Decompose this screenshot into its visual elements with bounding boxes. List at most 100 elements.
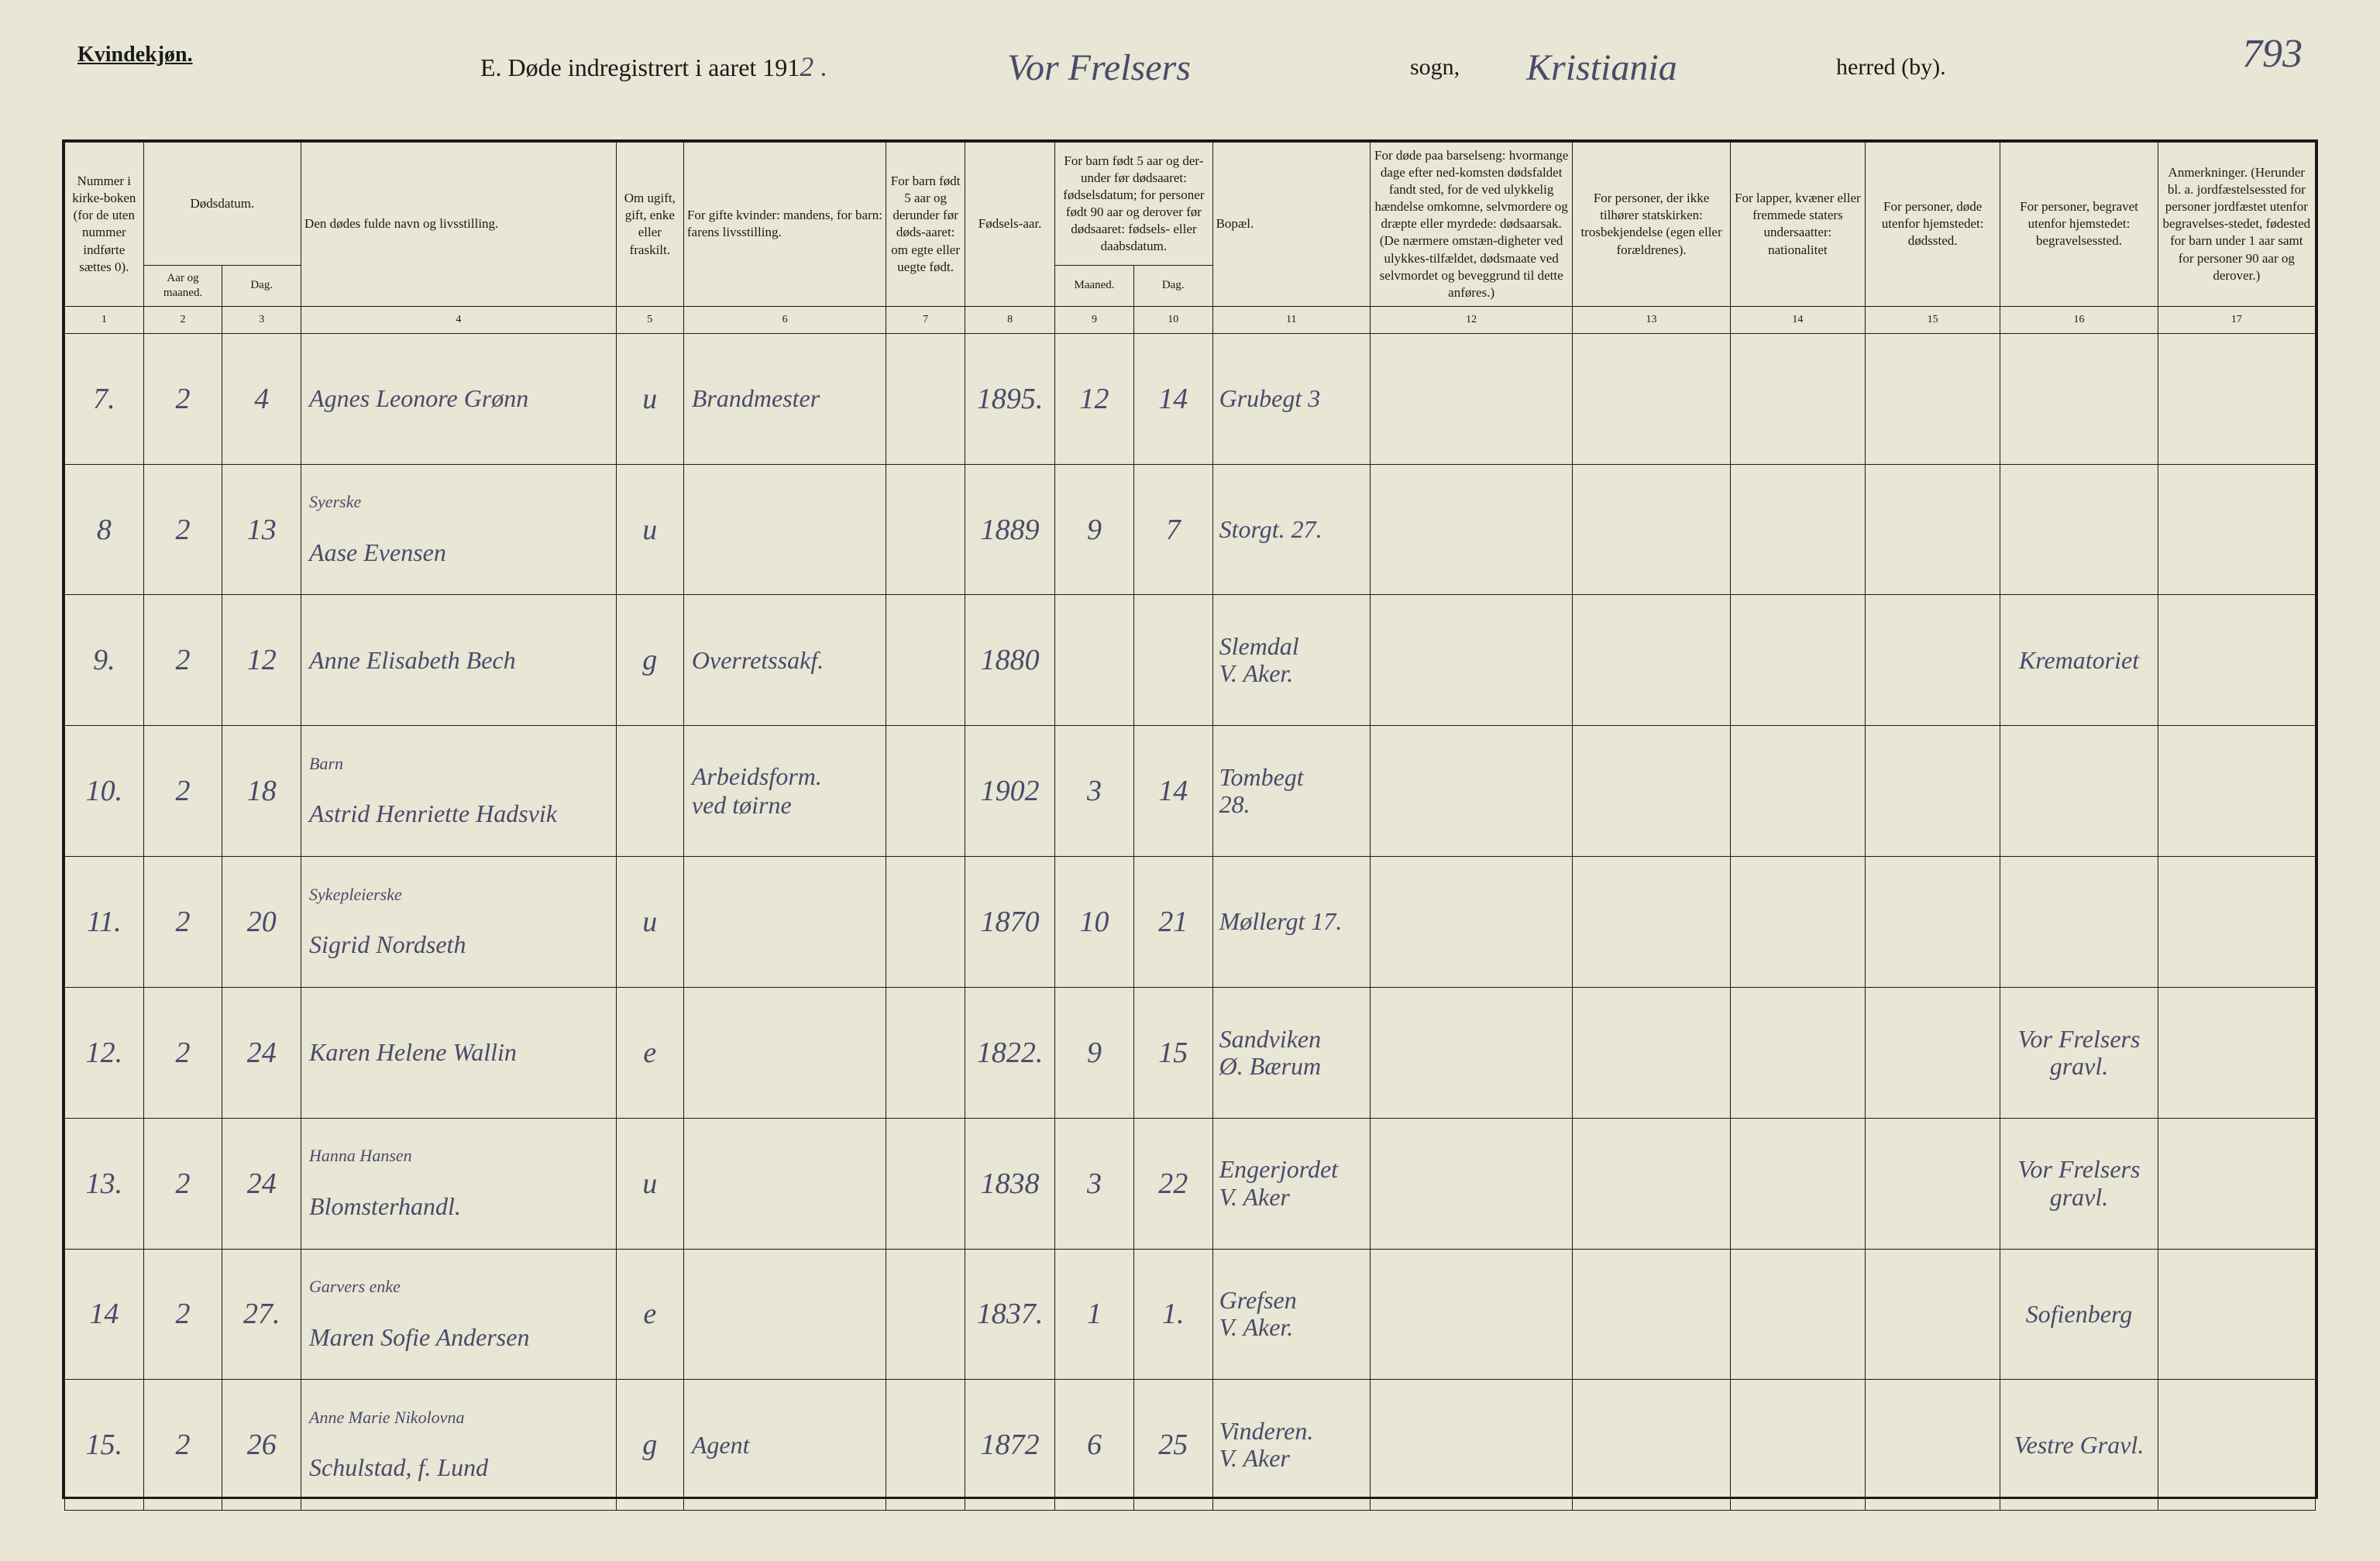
colnum-13: 13 [1573,306,1730,333]
cell-name: Anne Marie NikolovnaSchulstad, f. Lund [301,1380,617,1511]
cell-remarks [2158,726,2315,857]
cell-age-day: 22 [1133,1118,1212,1249]
cell-year: 2 [143,1249,222,1380]
column-number-row: 1 2 3 4 5 6 7 8 9 10 11 12 13 14 15 16 1 [65,306,2316,333]
col-header-nationality: For lapper, kvæner eller fremmede stater… [1730,143,1865,307]
cell-age-day [1133,595,1212,726]
col-header-date: Dødsdatum. [143,143,301,266]
cell-num: 8 [65,464,144,595]
cell-residence: Grubegt 3 [1212,333,1370,464]
cell-church [1573,1249,1730,1380]
cell-deathplace [1866,987,2000,1118]
page-title: E. Døde indregistrert i aaret 1912 . [480,50,827,83]
cell-cause [1370,987,1572,1118]
colnum-1: 1 [65,306,144,333]
cell-burialplace: Vor Frelsersgravl. [2000,1118,2158,1249]
cell-remarks [2158,333,2315,464]
cell-birthyear: 1837. [965,1249,1054,1380]
cell-name: SyerskeAase Evensen [301,464,617,595]
colnum-2: 2 [143,306,222,333]
cell-under5 [886,726,965,857]
district-label: herred (by). [1836,54,1946,81]
colnum-8: 8 [965,306,1054,333]
cell-marital: u [616,464,683,595]
cell-day: 4 [222,333,301,464]
cell-nationality [1730,1380,1865,1511]
cell-year: 2 [143,595,222,726]
header-row: Nummer i kirke-boken (for de uten nummer… [65,143,2316,266]
colnum-4: 4 [301,306,617,333]
cell-church [1573,1118,1730,1249]
cell-residence: Tombegt28. [1212,726,1370,857]
cell-num: 11. [65,857,144,988]
cell-burialplace [2000,464,2158,595]
cell-birthyear: 1838 [965,1118,1054,1249]
death-register-table: Nummer i kirke-boken (for de uten nummer… [64,142,2316,1511]
col-header-under5: For barn født 5 aar og derunder før døds… [886,143,965,307]
cell-cause [1370,1380,1572,1511]
district-name: Kristiania [1526,46,1677,89]
table-body: 7.24Agnes Leonore GrønnuBrandmester1895.… [65,333,2316,1510]
title-prefix: E. Døde indregistrert i aaret 191 [480,53,800,81]
cell-age-day: 1. [1133,1249,1212,1380]
cell-year: 2 [143,333,222,464]
cell-marital: e [616,987,683,1118]
cell-num: 13. [65,1118,144,1249]
cell-deathplace [1866,1118,2000,1249]
cell-marital: g [616,595,683,726]
cell-cause [1370,726,1572,857]
cell-marital: u [616,857,683,988]
colnum-15: 15 [1866,306,2000,333]
cell-name: Agnes Leonore Grønn [301,333,617,464]
col-header-deathplace: For personer, døde utenfor hjemstedet: d… [1866,143,2000,307]
cell-deathplace [1866,1249,2000,1380]
cell-under5 [886,464,965,595]
cell-under5 [886,1380,965,1511]
col-header-birthyear: Fødsels-aar. [965,143,1054,307]
cell-spouse [683,1118,886,1249]
cell-cause [1370,333,1572,464]
cell-year: 2 [143,1118,222,1249]
cell-age-day: 15 [1133,987,1212,1118]
cell-burialplace [2000,726,2158,857]
col-header-number: Nummer i kirke-boken (for de uten nummer… [65,143,144,307]
page-number: 793 [2242,31,2303,77]
cell-residence: Møllergt 17. [1212,857,1370,988]
cell-age-month: 12 [1055,333,1134,464]
cell-cause [1370,595,1572,726]
cell-name: BarnAstrid Henriette Hadsvik [301,726,617,857]
cell-age-day: 14 [1133,333,1212,464]
cell-under5 [886,333,965,464]
colnum-7: 7 [886,306,965,333]
cell-deathplace [1866,1380,2000,1511]
cell-nationality [1730,333,1865,464]
cell-burialplace [2000,857,2158,988]
cell-age-month: 9 [1055,987,1134,1118]
col-header-burialplace: For personer, begravet utenfor hjemstede… [2000,143,2158,307]
colnum-12: 12 [1370,306,1572,333]
cell-day: 12 [222,595,301,726]
cell-age-month: 3 [1055,726,1134,857]
cell-church [1573,595,1730,726]
cell-deathplace [1866,595,2000,726]
cell-deathplace [1866,333,2000,464]
cell-marital: e [616,1249,683,1380]
colnum-3: 3 [222,306,301,333]
cell-num: 7. [65,333,144,464]
table-row: 7.24Agnes Leonore GrønnuBrandmester1895.… [65,333,2316,464]
col-subheader-year: Aar og maaned. [143,266,222,307]
cell-birthyear: 1872 [965,1380,1054,1511]
cell-cause [1370,1118,1572,1249]
cell-age-month [1055,595,1134,726]
cell-day: 27. [222,1249,301,1380]
cell-burialplace: Sofienberg [2000,1249,2158,1380]
col-header-age: For barn født 5 aar og der-under før død… [1055,143,1212,266]
cell-burialplace: Vor Frelsersgravl. [2000,987,2158,1118]
table-row: 15.226Anne Marie NikolovnaSchulstad, f. … [65,1380,2316,1511]
cell-cause [1370,1249,1572,1380]
cell-under5 [886,1118,965,1249]
cell-deathplace [1866,857,2000,988]
col-header-cause: For døde paa barselseng: hvormange dage … [1370,143,1572,307]
col-header-marital: Om ugift, gift, enke eller fraskilt. [616,143,683,307]
cell-year: 2 [143,1380,222,1511]
